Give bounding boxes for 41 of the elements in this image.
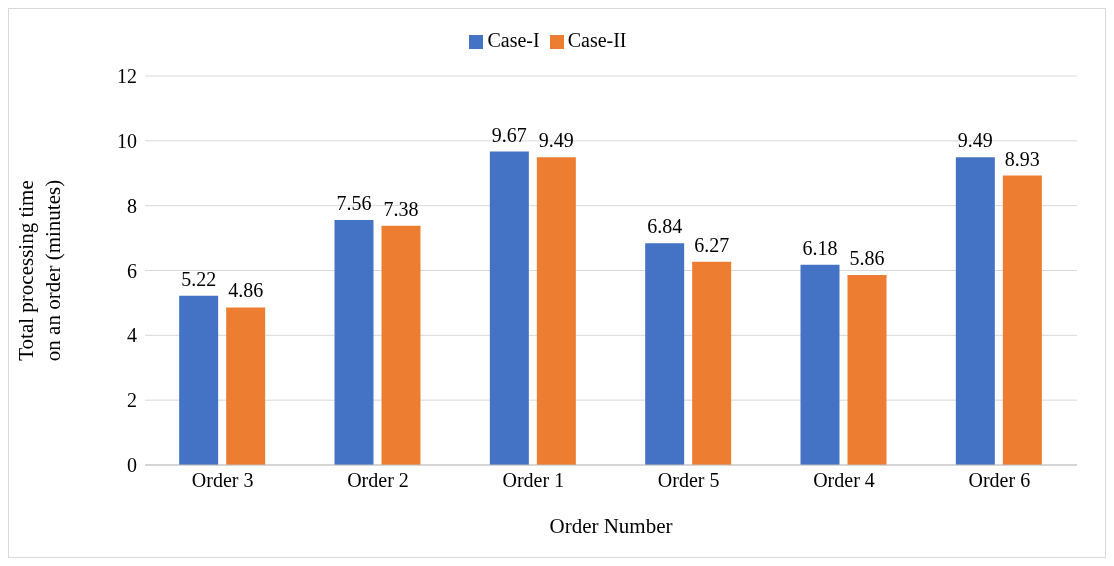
data-label: 6.18 (802, 236, 838, 259)
data-label: 9.49 (957, 129, 993, 152)
y-tick-label: 6 (127, 259, 137, 282)
data-label: 6.84 (647, 215, 683, 238)
data-label: 5.86 (849, 247, 885, 270)
bar (800, 264, 840, 465)
bar (179, 295, 219, 465)
bar (536, 157, 576, 465)
x-tick-label: Order 3 (191, 469, 254, 492)
legend-label: Case-I (487, 29, 540, 51)
x-tick-label: Order 4 (813, 469, 875, 492)
y-axis-title: Total processing time on an order (minutes) (14, 179, 65, 362)
bar (381, 225, 421, 465)
x-axis-title: Order Number (549, 514, 673, 538)
data-label: 5.22 (181, 267, 217, 290)
y-tick-label: 8 (127, 194, 137, 217)
data-label: 9.49 (538, 129, 574, 152)
bar (955, 157, 995, 465)
bar (645, 243, 685, 465)
bar (847, 275, 887, 465)
y-tick-label: 0 (127, 454, 137, 477)
x-tick-label: Order 1 (502, 469, 565, 492)
data-label: 9.67 (491, 123, 527, 146)
bar (334, 219, 374, 465)
data-label: 7.56 (336, 191, 372, 214)
bar (692, 261, 732, 465)
data-label: 7.38 (383, 197, 419, 220)
y-tick-label: 12 (117, 65, 137, 88)
y-tick-label: 4 (127, 324, 137, 347)
bar (226, 307, 266, 465)
y-tick-label: 2 (127, 389, 137, 412)
x-tick-label: Order 5 (657, 469, 720, 492)
bar (489, 151, 529, 465)
data-label: 4.86 (228, 279, 264, 302)
legend-label: Case-II (567, 29, 627, 51)
x-tick-label: Order 2 (347, 469, 409, 492)
data-label: 6.27 (694, 233, 730, 256)
y-tick-label: 10 (117, 129, 137, 152)
bar (1002, 175, 1042, 465)
x-tick-label: Order 6 (968, 469, 1031, 492)
data-label: 8.93 (1004, 147, 1040, 170)
